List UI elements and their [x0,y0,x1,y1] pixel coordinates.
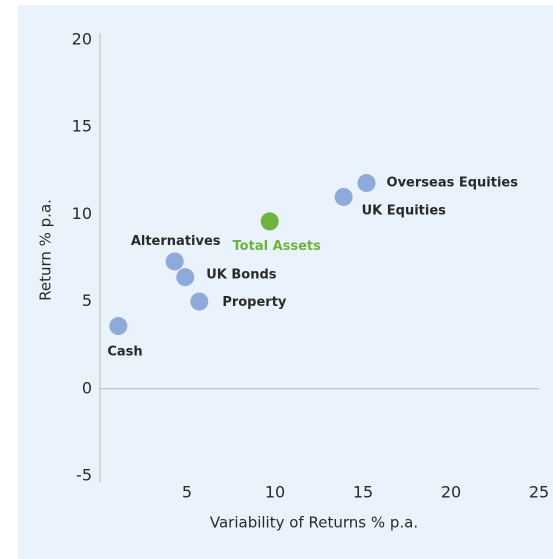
x-tick-label: 25 [529,483,549,502]
x-tick-label: 5 [182,483,192,502]
chart-background [18,5,553,559]
y-tick-label: 20 [72,30,92,49]
y-tick-label: 10 [72,204,92,223]
point-label: Cash [107,345,142,360]
x-tick-label: 10 [265,483,285,502]
point-label: Alternatives [131,234,221,249]
x-tick-label: 15 [353,483,373,502]
x-tick-label: 20 [441,483,461,502]
y-tick-label: 0 [82,378,92,397]
point [334,187,353,206]
y-tick-label: 15 [72,117,92,136]
point [260,212,279,231]
point-label: Property [222,295,287,310]
y-axis-label: Return % p.a. [37,199,55,301]
y-tick-label: -5 [76,466,92,485]
point [109,317,128,336]
y-tick-label: 5 [82,291,92,310]
point [357,174,376,193]
point [165,252,184,271]
point [176,268,195,287]
point-label: Total Assets [233,239,322,254]
point-label: UK Bonds [206,268,277,283]
point [190,292,209,311]
x-axis-label: Variability of Returns % p.a. [210,514,418,532]
point-label: UK Equities [362,203,447,218]
point-label: Overseas Equities [387,176,519,191]
